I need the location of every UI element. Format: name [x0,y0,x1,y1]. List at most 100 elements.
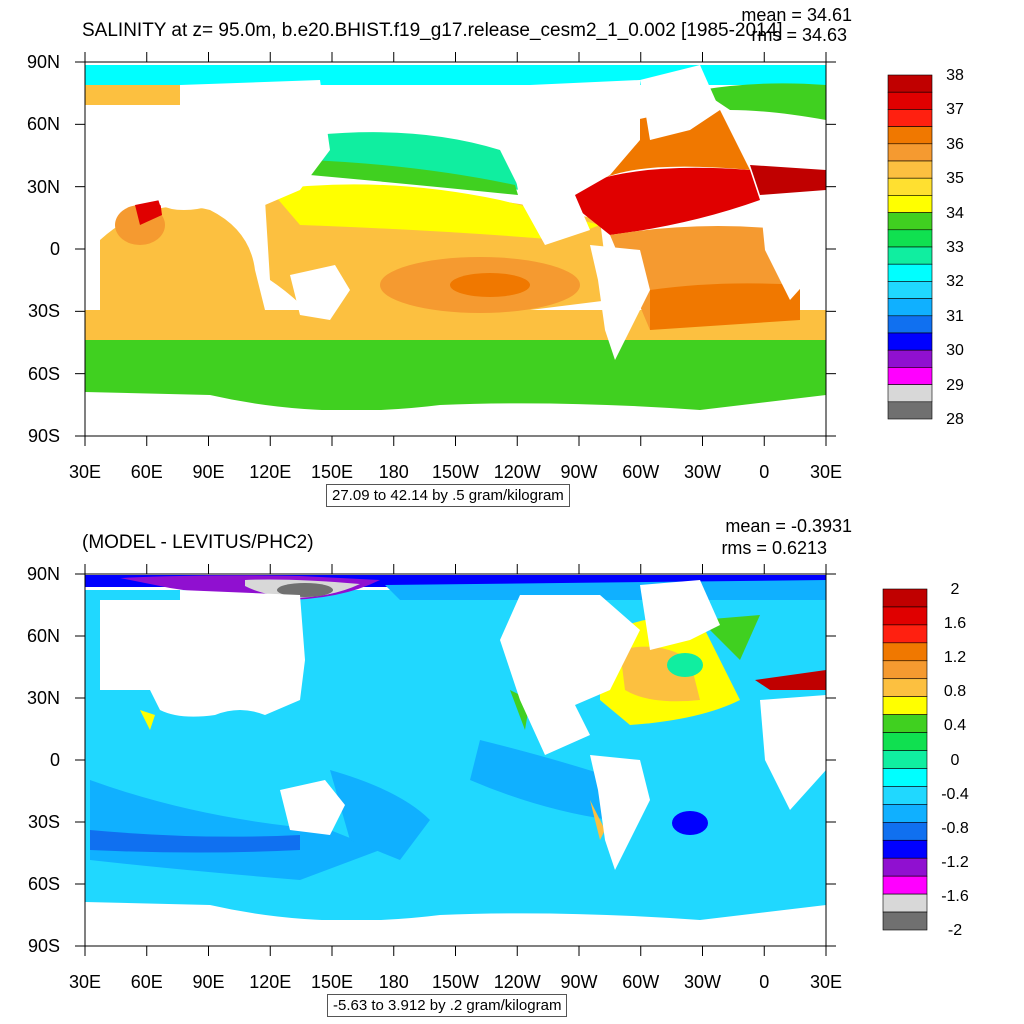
contour-info-top: 27.09 to 42.14 by .5 gram/kilogram [326,484,570,507]
lon-label: 120W [493,972,541,992]
south-america-land [590,245,650,360]
lon-label: 30W [683,972,721,992]
colorbar-swatch [887,246,933,265]
colorbar-swatch [887,229,933,248]
colorbar-label: 30 [946,342,964,360]
colorbar-swatch [882,768,928,787]
colorbar-difference [882,588,928,931]
colorbar-swatch [887,315,933,334]
australia-land [290,265,350,320]
north-america-land [500,595,640,755]
colorbar-label: 35 [946,170,964,188]
lon-label: 30E [809,972,843,992]
colorbar-swatch [887,212,933,231]
lon-label: 120W [493,462,541,482]
colorbar-label: -1.2 [941,853,969,871]
lat-label: 60S [27,363,60,384]
north-america-land [510,80,640,245]
lon-label: 150E [310,462,354,482]
panel-title-top: SALINITY at z= 95.0m, b.e20.BHIST.f19_g1… [82,20,783,41]
lon-label: 90W [560,972,598,992]
lon-label: 60W [622,462,660,482]
lat-label: 60S [27,874,60,894]
lon-label: 0 [759,462,770,482]
colorbar-swatch [887,384,933,403]
colorbar-swatch [887,143,933,162]
colorbar-label: -2 [947,922,963,939]
mean-stat-top: mean = 34.61 [741,5,852,25]
lon-label: 0 [759,972,770,992]
lat-label: 90S [27,936,60,956]
lat-label: 0 [49,239,60,259]
arctic-band [85,65,826,85]
greenland-land [640,580,720,650]
colorbar-label: 31 [946,307,964,325]
lat-label: 90S [27,426,60,446]
lon-label: 180 [378,462,409,482]
colorbar-label: 32 [946,273,964,291]
colorbar-swatch [887,298,933,317]
colorbar-swatch [887,332,933,351]
colorbar-swatch [882,804,928,823]
rms-stat-top: rms = 34.63 [751,25,847,45]
colorbar-swatch [882,678,928,697]
lon-label: 120E [249,972,292,992]
colorbar-swatch [882,839,928,859]
colorbar-swatch [882,606,928,626]
lat-label: 60N [26,114,60,135]
lat-label: 90N [26,52,60,72]
colorbar-label: 0 [950,751,960,769]
lon-label: 60E [130,462,163,482]
colorbar-swatch [882,875,928,895]
colorbar-swatch [882,624,928,644]
lon-label: 150W [431,972,480,992]
colorbar-swatch [882,714,928,733]
greenland-land [640,65,720,140]
colorbar-label: -1.6 [941,887,969,905]
colorbar-label: 33 [946,239,964,256]
salinity-difference-map [75,564,836,956]
lon-label: 90W [560,462,598,482]
colorbar-swatch [882,750,928,769]
colorbar-label: 38 [946,67,964,84]
lon-label: 60E [130,972,163,992]
lat-label: 60N [26,626,60,646]
colorbar-swatch [882,696,928,715]
colorbar-swatch [887,160,933,179]
colorbar-swatch [882,642,928,662]
eurasia-land [100,590,305,717]
colorbar-swatch [882,786,928,805]
lat-label: 30S [27,301,60,322]
colorbar-swatch [887,263,933,282]
lon-label: 60W [622,972,660,992]
lat-label: 30N [26,176,60,197]
africa-land [760,195,826,300]
lat-label: 90N [26,564,60,584]
colorbar-salinity [887,74,933,420]
africa-land [760,695,826,810]
colorbar-swatch [887,195,933,213]
salinity-map [75,52,836,446]
australia-land [280,780,345,835]
eurasia-land [100,80,330,210]
colorbar-swatch [882,822,928,841]
panel-title-bottom: (MODEL - LEVITUS/PHC2) [82,532,314,553]
lon-label: 30W [683,462,721,482]
lon-label: 150W [431,462,480,482]
lon-label: 90E [192,462,225,482]
colorbar-swatch [882,588,928,608]
colorbar-label: -0.8 [941,819,969,837]
colorbar-swatch [882,911,928,931]
colorbar-label: 36 [946,135,964,153]
colorbar-swatch [887,367,933,385]
lon-label: 30E [68,972,102,992]
lon-label: 120E [249,462,292,482]
colorbar-swatch [887,126,933,145]
antarctica-land [85,902,826,946]
lon-label: 150E [310,972,354,992]
lon-label: 180 [378,972,409,992]
colorbar-swatch [882,857,928,877]
colorbar-swatch [887,74,933,93]
colorbar-label: -0.4 [941,785,969,803]
lon-label: 90E [192,972,225,992]
